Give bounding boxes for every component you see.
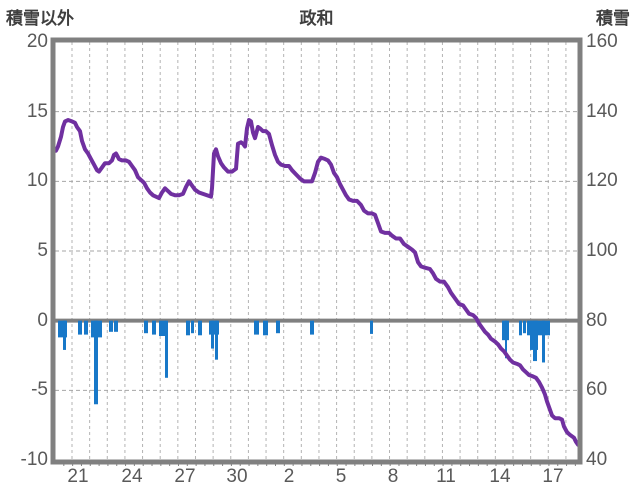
x-axis-tick-label: 5	[335, 466, 347, 487]
precip-bar	[78, 320, 82, 335]
left-axis-tick-label: 15	[26, 100, 48, 122]
precip-bar	[211, 320, 214, 349]
chart-title: 政和	[299, 9, 334, 28]
precip-bar	[505, 320, 507, 359]
precip-bar	[109, 320, 113, 332]
left-axis-tick-label: -10	[20, 449, 48, 470]
precip-bar	[63, 320, 66, 350]
x-axis-tick-label: 24	[121, 466, 143, 487]
right-axis-tick-label: 140	[586, 100, 618, 122]
precip-bar	[523, 320, 526, 334]
x-axis-tick-label: 17	[542, 466, 564, 487]
left-axis-tick-label: 5	[37, 240, 48, 261]
precip-bar	[276, 320, 280, 334]
precip-bar	[198, 320, 202, 336]
plot-border	[50, 37, 583, 465]
precip-bar	[94, 320, 98, 405]
left-axis-tick-label: 10	[26, 170, 48, 192]
precip-bar	[370, 320, 373, 334]
x-axis-tick-label: 14	[489, 466, 511, 487]
x-axis-tick-label: 30	[226, 466, 248, 487]
precip-bar	[191, 320, 194, 334]
x-axis-tick-label: 27	[174, 466, 196, 487]
precip-bar	[542, 320, 545, 363]
temperature-line	[54, 118, 580, 447]
x-axis-tick-label: 8	[387, 466, 399, 487]
left-axis-tick-label: 20	[26, 31, 48, 52]
right-axis-tick-label: 80	[586, 309, 608, 331]
precip-bar	[519, 320, 522, 336]
x-axis-tick-label: 21	[67, 466, 89, 487]
precip-bar	[58, 320, 67, 338]
right-axis-tick-label: 60	[586, 379, 608, 401]
precip-bar	[533, 320, 537, 362]
right-axis-title: 積雪	[596, 9, 630, 28]
x-axis-tick-label: 2	[283, 466, 295, 487]
precip-bar	[152, 320, 156, 335]
precip-bar	[254, 320, 259, 335]
precip-bar	[215, 320, 218, 360]
left-axis-tick-label: -5	[31, 379, 48, 401]
precip-bar	[165, 320, 168, 378]
right-axis-tick-label: 40	[586, 449, 608, 470]
left-axis-tick-label: 0	[37, 309, 48, 331]
precip-bar	[310, 320, 314, 335]
precip-bar	[263, 320, 268, 336]
right-axis-tick-label: 100	[586, 240, 618, 261]
right-axis-tick-label: 160	[586, 31, 618, 52]
x-axis-tick-label: 11	[436, 466, 456, 487]
precip-bar	[84, 320, 88, 335]
precip-bar	[114, 320, 118, 332]
precip-bar	[159, 320, 166, 336]
precip-bar	[144, 320, 148, 334]
precip-bar	[186, 320, 190, 336]
left-axis-title: 積雪以外	[6, 9, 74, 28]
right-axis-tick-label: 120	[586, 170, 618, 192]
